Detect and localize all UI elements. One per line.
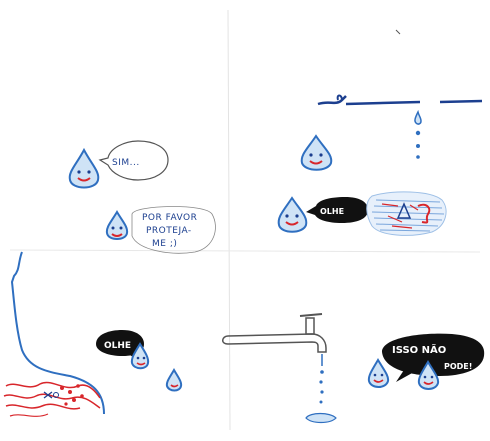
- water-stream: [305, 354, 337, 424]
- water-drop-character: [300, 134, 333, 171]
- polluted-water: [366, 191, 447, 236]
- polluted-area: [3, 381, 101, 417]
- panel-top-right: OLHE: [277, 29, 483, 236]
- water-drop-character: [165, 367, 183, 392]
- speech-bubble-isso-nao-pode: ISSO NÃO PODE!: [382, 333, 485, 382]
- faucet: [222, 313, 327, 353]
- water-drop-character: [367, 358, 390, 388]
- speech-line: PODE!: [444, 362, 472, 371]
- speech-bubble-olhe: OLHE: [306, 197, 368, 223]
- water-drop-character: [417, 360, 440, 390]
- speech-line: ME ;): [152, 239, 177, 249]
- water-drop-character: [105, 210, 129, 240]
- speech-bubble-sim: SIM...: [98, 140, 169, 181]
- speech-text-olhe: OLHE: [320, 207, 344, 216]
- panel-top-left: SIM... POR FAVOR PROTEJA- ME ;): [68, 140, 216, 254]
- speech-line: PROTEJA-: [146, 226, 192, 236]
- water-drop-character: [68, 147, 100, 189]
- speech-line: ISSO NÃO: [392, 343, 446, 356]
- panel-bottom-left: OLHE: [3, 251, 183, 417]
- panel-dividers: [9, 9, 481, 431]
- speech-text-olhe: OLHE: [104, 341, 131, 351]
- dripping-drops: [414, 109, 422, 159]
- pipe-line: [317, 94, 483, 106]
- speech-text-protect: POR FAVOR PROTEJA- ME ;): [131, 206, 216, 254]
- water-drop-character: [277, 196, 308, 233]
- speech-text-sim: SIM...: [112, 158, 140, 168]
- water-drop-character: [130, 342, 150, 370]
- speech-line: POR FAVOR: [142, 213, 197, 223]
- panel-bottom-right: ISSO NÃO PODE!: [222, 313, 485, 424]
